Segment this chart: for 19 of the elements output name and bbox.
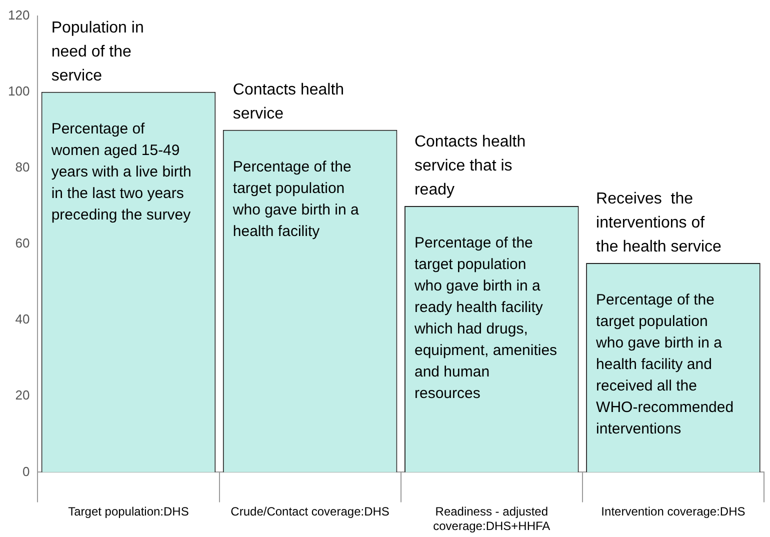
y-tick-label: 120 xyxy=(8,7,30,22)
annotation: Contacts health service xyxy=(232,81,344,122)
x-tick-label: Crude/Contact coverage:DHS xyxy=(230,504,390,519)
x-tick-label: Target population:DHS xyxy=(68,504,189,519)
annotation: Percentage of the target population who gave birth in a health facility xyxy=(232,158,360,240)
y-tick-label: 40 xyxy=(15,312,30,327)
x-tick-label: Intervention coverage:DHS xyxy=(601,504,746,519)
y-tick-label: 60 xyxy=(15,236,30,251)
annotation: Percentage of the target population who gave birth in a ready health facility which had drugs, equipment, amenities and human resources xyxy=(413,234,558,402)
y-tick-label: 80 xyxy=(15,160,30,175)
y-tick-label: 100 xyxy=(8,83,30,98)
annotation: Contacts health service that is ready xyxy=(414,133,526,198)
annotation: Population in need of the service xyxy=(51,19,144,84)
annotation: Percentage of women aged 15-49 years with a live birth in the last two years preceding the survey xyxy=(50,120,192,224)
annotation: Receives the interventions of the health service xyxy=(596,190,722,256)
annotation: Percentage of the target population who gave birth in a health facility and received all the WHO-recommended interventions xyxy=(595,292,734,438)
y-tick-label: 0 xyxy=(22,464,30,479)
y-tick-label: 20 xyxy=(15,388,30,403)
x-tick-label: Readiness - adjusted coverage:DHS+HHFA xyxy=(433,504,550,534)
